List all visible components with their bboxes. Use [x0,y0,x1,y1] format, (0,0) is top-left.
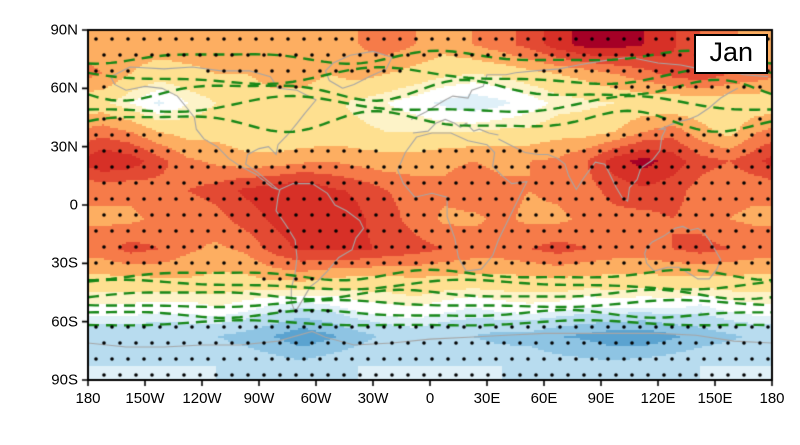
period-label: Jan [694,34,768,74]
